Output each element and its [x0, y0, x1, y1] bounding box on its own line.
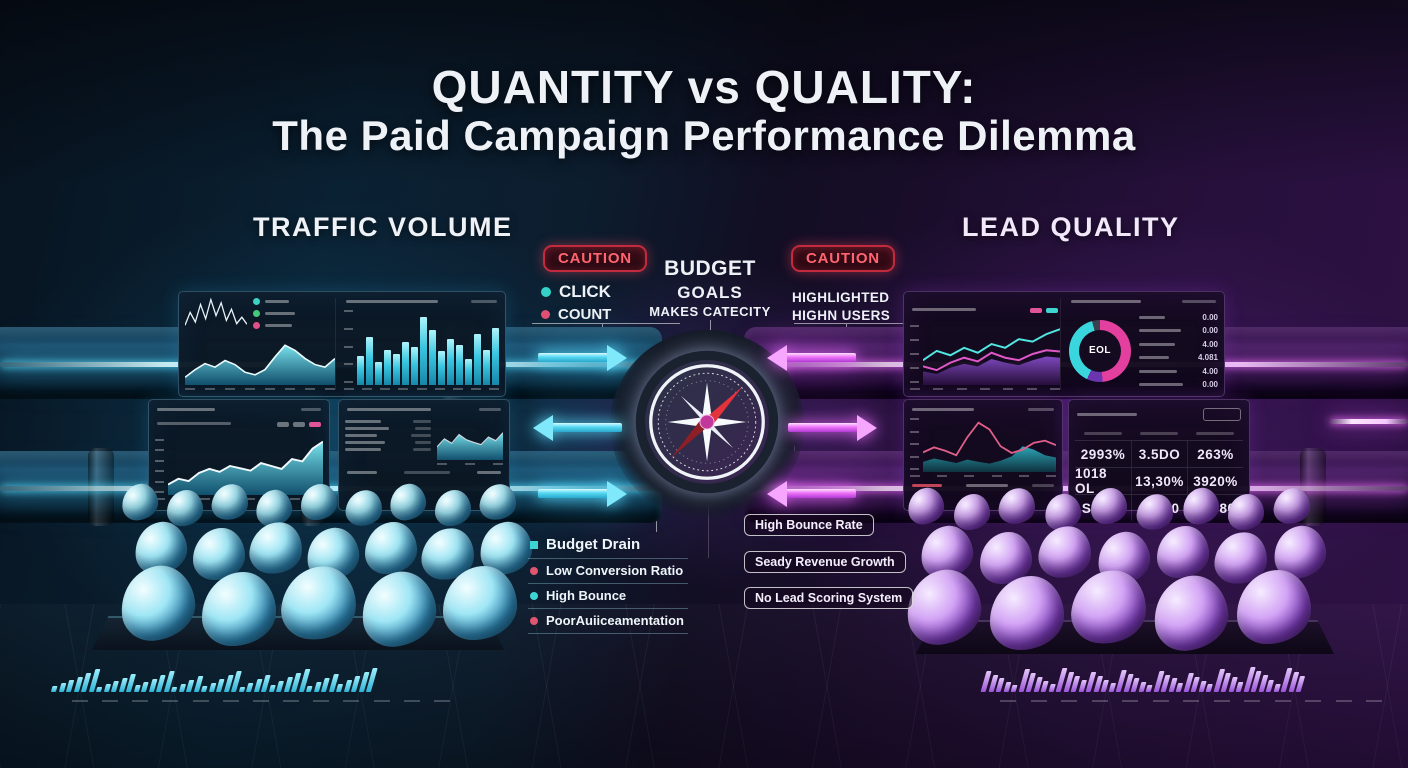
main-title-line2: The Paid Campaign Performance Dilemma	[272, 112, 1136, 159]
highlighted-users-note: HIGHLIGHTED HIGHN USERS	[792, 289, 890, 324]
lead-waves-illustration	[903, 486, 1329, 654]
note-line2: HIGHN USERS	[792, 307, 891, 323]
bullet-icon	[530, 591, 538, 600]
donut-chart: EOL	[1069, 319, 1131, 382]
budget-line3: MAKES CATECITY	[649, 303, 771, 319]
connector-line	[794, 323, 906, 324]
lead-trend-panel	[903, 399, 1063, 511]
stat-value: 0.00	[1202, 312, 1218, 322]
x-axis-ticks	[185, 388, 335, 390]
stat-cell: 3920%	[1187, 467, 1243, 494]
bullet-icon	[530, 540, 538, 549]
click-dot-icon	[541, 287, 551, 297]
note-line1: HIGHLIGHTED	[792, 290, 890, 305]
count-dot-icon	[541, 310, 550, 319]
badge-high-bounce-rate: High Bounce Rate	[744, 514, 874, 536]
list-item: Low Conversion Ratio	[528, 559, 688, 584]
stats-grid: 2993% 3.5DO 263% 1018 OL 13,30% 3920% SC…	[1075, 426, 1243, 521]
budget-line1: BUDGET	[664, 257, 756, 280]
y-axis-labels	[344, 308, 357, 385]
count-label: COUNT	[558, 306, 612, 323]
main-title-line1: QUANTITY vs QUALITY:	[431, 61, 977, 113]
stat-cell: 3.5DO	[1131, 440, 1187, 467]
left-section-heading: TRAFFIC VOLUME	[253, 212, 513, 242]
list-item-label: Budget Drain	[546, 536, 641, 553]
neon-stripe-magenta	[1330, 419, 1408, 424]
right-section-heading: LEAD QUALITY	[962, 212, 1180, 242]
legend-dot-icon	[253, 322, 260, 329]
legend-chips	[273, 414, 321, 432]
caution-badge-right: CAUTION	[791, 245, 895, 272]
arrow-left-icon	[786, 353, 856, 362]
legend-dot-icon	[253, 310, 260, 317]
x-axis-ticks	[910, 388, 1060, 390]
list-item-label: Low Conversion Ratio	[546, 563, 684, 578]
sparkline-chart	[185, 298, 247, 326]
traffic-bar-chart	[335, 298, 499, 390]
x-axis-ticks	[344, 388, 499, 390]
filter-pill	[1203, 408, 1241, 421]
y-axis-labels	[910, 416, 923, 472]
arrow-left-icon	[552, 423, 622, 432]
stat-cell: 13,30%	[1131, 467, 1187, 494]
connector-line	[708, 500, 709, 558]
connector-line	[532, 323, 680, 324]
badge-steady-revenue-growth: Seady Revenue Growth	[744, 551, 906, 573]
stat-cell: 1018 OL	[1075, 466, 1131, 496]
budget-line2: GOALS	[677, 283, 743, 303]
lead-line-area-chart	[923, 421, 1056, 472]
compass-icon	[635, 350, 779, 494]
badge-no-lead-scoring: No Lead Scoring System	[744, 587, 914, 609]
lead-dashboard-panel: EOL 0.00 0.00 4.00 4.081 4.00 0.00	[903, 291, 1225, 397]
conversion-donut-widget: EOL 0.00 0.00 4.00 4.081 4.00 0.00	[1060, 298, 1218, 390]
bar-series	[357, 308, 499, 385]
stat-value: 0.00	[1202, 380, 1218, 389]
left-equalizer-labels	[72, 700, 450, 702]
list-item: High Bounce	[528, 584, 688, 609]
arrow-right-icon	[538, 489, 608, 498]
caution-badge-left: CAUTION	[543, 245, 647, 272]
list-item: PoorAuiiceamentation	[528, 609, 688, 634]
lead-line-chart	[910, 298, 1060, 390]
click-count-legend: CLICK COUNT	[541, 282, 611, 327]
metrics-table-panel	[338, 399, 510, 511]
legend-chips	[1026, 300, 1058, 318]
list-item: Budget Drain	[528, 532, 688, 559]
list-item-label: PoorAuiiceamentation	[546, 613, 684, 628]
arrow-right-icon	[788, 423, 858, 432]
stat-value: 4.00	[1202, 339, 1218, 349]
stat-cell: 263%	[1187, 440, 1243, 467]
bullet-icon	[530, 566, 538, 575]
arrow-right-icon	[538, 353, 608, 362]
chart-legend	[253, 298, 295, 334]
stat-value: 4.00	[1202, 366, 1218, 376]
bullet-icon	[530, 616, 538, 625]
legend-dot-icon	[253, 298, 260, 305]
budget-goals-block: BUDGET GOALS MAKES CATECITY	[632, 256, 788, 320]
click-label: CLICK	[559, 282, 611, 301]
right-equalizer-labels	[1000, 700, 1382, 702]
stat-value: 4.081	[1197, 353, 1218, 362]
traffic-issues-list: Budget Drain Low Conversion Ratio High B…	[528, 532, 688, 634]
traffic-dashboard-panel	[178, 291, 506, 397]
donut-center-label: EOL	[1088, 345, 1112, 357]
area-line-chart	[168, 440, 323, 495]
y-axis-labels	[910, 323, 923, 385]
stat-cell: 2993%	[1075, 440, 1131, 467]
metric-rows	[345, 416, 431, 465]
arrow-left-icon	[786, 489, 856, 498]
mini-area-chart	[431, 416, 503, 465]
list-item-label: High Bounce	[546, 588, 627, 603]
y-axis-labels	[155, 437, 168, 495]
x-axis-ticks	[910, 475, 1056, 477]
donut-stat-list: 0.00 0.00 4.00 4.081 4.00 0.00	[1139, 308, 1218, 394]
traffic-waves-illustration	[117, 482, 535, 650]
stat-value: 0.00	[1202, 326, 1218, 335]
traffic-area-chart	[185, 298, 335, 390]
